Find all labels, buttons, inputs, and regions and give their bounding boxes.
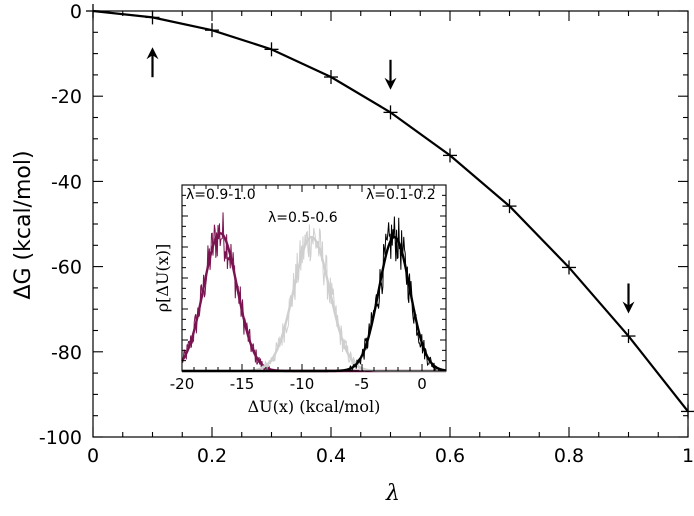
inset-series-label-1: λ=0.5-0.6 [268, 210, 338, 226]
y-axis-title: ΔG (kcal/mol) [11, 150, 36, 299]
y-tick-label: 0 [70, 1, 82, 23]
inset-x-tick-label: -10 [290, 375, 315, 393]
y-tick-label: -60 [51, 257, 82, 279]
data-point-marker [443, 148, 457, 163]
data-point-marker [264, 42, 279, 57]
x-tick-label: 0.2 [197, 445, 227, 467]
x-tick-label: 1 [682, 445, 694, 467]
inset-series-label-0: λ=0.9-1.0 [186, 187, 256, 203]
y-tick-label: -100 [39, 427, 82, 449]
x-tick-label: 0 [87, 445, 99, 467]
x-tick-label: 0.6 [435, 445, 465, 467]
inset-x-tick-label: 0 [417, 375, 427, 393]
data-point-marker [383, 105, 398, 120]
x-axis-title: λ [385, 481, 400, 506]
annotation-arrow-up [146, 47, 159, 78]
data-point-marker [205, 23, 219, 38]
main-chart: 0 0.2 0.4 0.6 0.8 10-20-40-60-80-100 λ ΔG (kc… [11, 1, 694, 506]
x-tick-label: 0.8 [554, 445, 584, 467]
inset-x-tick-label: -5 [355, 375, 370, 393]
main-markers [86, 4, 694, 419]
data-point-marker [502, 199, 517, 214]
arrow-head [146, 47, 159, 60]
data-point-marker [86, 4, 100, 18]
data-point-marker [681, 404, 694, 419]
data-point-marker [621, 329, 636, 344]
data-point-marker [562, 260, 576, 275]
data-point-marker [145, 10, 160, 25]
inset-x-axis-title: ΔU(x) (kcal/mol) [248, 397, 381, 416]
inset-x-tick-label: -15 [230, 375, 255, 393]
arrow-head [384, 77, 397, 90]
inset-chart: -20 -15 -10 -5 0 λ=0.9-1.0 λ=0.5-0.6 λ=0.1-0… [153, 184, 447, 416]
x-tick-label: 0.4 [316, 445, 346, 467]
inset-x-tick-label: -20 [170, 375, 195, 393]
main-arrows [146, 47, 635, 314]
inset-tick-labels: -20 -15 -10 -5 0 [170, 375, 427, 393]
main-tick-labels: 0 0.2 0.4 0.6 0.8 10-20-40-60-80-100 [39, 1, 694, 467]
arrow-head [622, 301, 635, 314]
y-tick-label: -80 [51, 342, 82, 364]
annotation-arrow-down [622, 283, 635, 314]
data-point-marker [324, 70, 338, 85]
inset-ticks [181, 184, 447, 372]
inset-plot-background [182, 185, 446, 371]
annotation-arrow-down [384, 59, 397, 90]
inset-series-label-2: λ=0.1-0.2 [366, 187, 436, 203]
inset-y-axis-title: ρ[ΔU(x)] [153, 244, 172, 312]
y-tick-label: -40 [51, 171, 82, 193]
y-tick-label: -20 [51, 86, 82, 108]
